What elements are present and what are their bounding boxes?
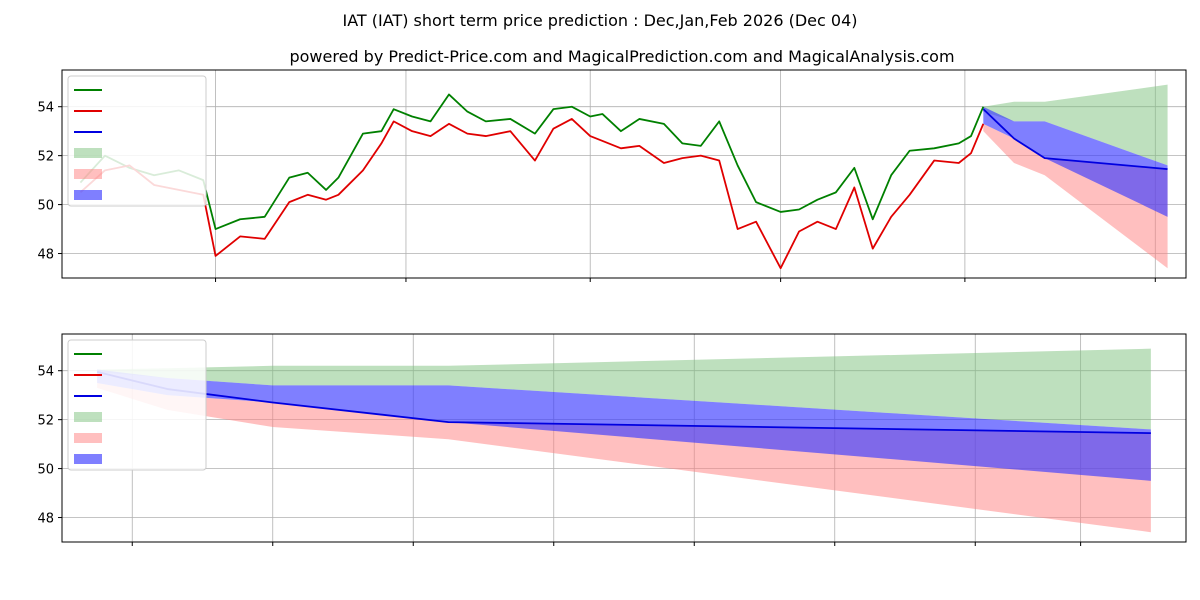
chart-title: IAT (IAT) short term price prediction : … — [343, 11, 858, 30]
legend-swatch-low-range — [74, 433, 102, 443]
legend-box — [67, 75, 207, 207]
y-tick-label: 48 — [37, 512, 54, 527]
range-band-high-range — [983, 84, 1168, 166]
legend-swatch-low-range — [74, 169, 102, 179]
chart-subtitle: powered by Predict-Price.com and Magical… — [289, 47, 954, 66]
series-line-low — [79, 118, 985, 270]
range-band-low-range — [983, 123, 1168, 269]
series-line-close — [982, 108, 1168, 171]
series-line-high — [79, 93, 985, 230]
range-band-high-range — [97, 348, 1151, 430]
axes-frame — [61, 69, 1187, 279]
legend-swatch-high-range — [74, 148, 102, 158]
legend-swatch-high-range — [74, 412, 102, 422]
y-tick-label: 50 — [37, 199, 54, 214]
legend-box — [67, 339, 207, 471]
bottom-plot: 48 50 52 54 — [37, 333, 1187, 546]
range-band-low-range — [97, 382, 1151, 533]
y-tick-label: 52 — [37, 150, 54, 165]
y-tick-label: 48 — [37, 248, 54, 263]
y-tick-label: 54 — [37, 365, 54, 380]
range-band-close-range — [983, 106, 1168, 217]
y-tick-label: 52 — [37, 414, 54, 429]
legend-swatch-close-range — [74, 454, 102, 464]
y-tick-label: 54 — [37, 101, 54, 116]
axes-frame — [61, 333, 1187, 543]
top-plot: 48 50 52 54 — [37, 69, 1187, 282]
legend-swatch-close-range — [74, 190, 102, 200]
y-tick-label: 50 — [37, 463, 54, 478]
